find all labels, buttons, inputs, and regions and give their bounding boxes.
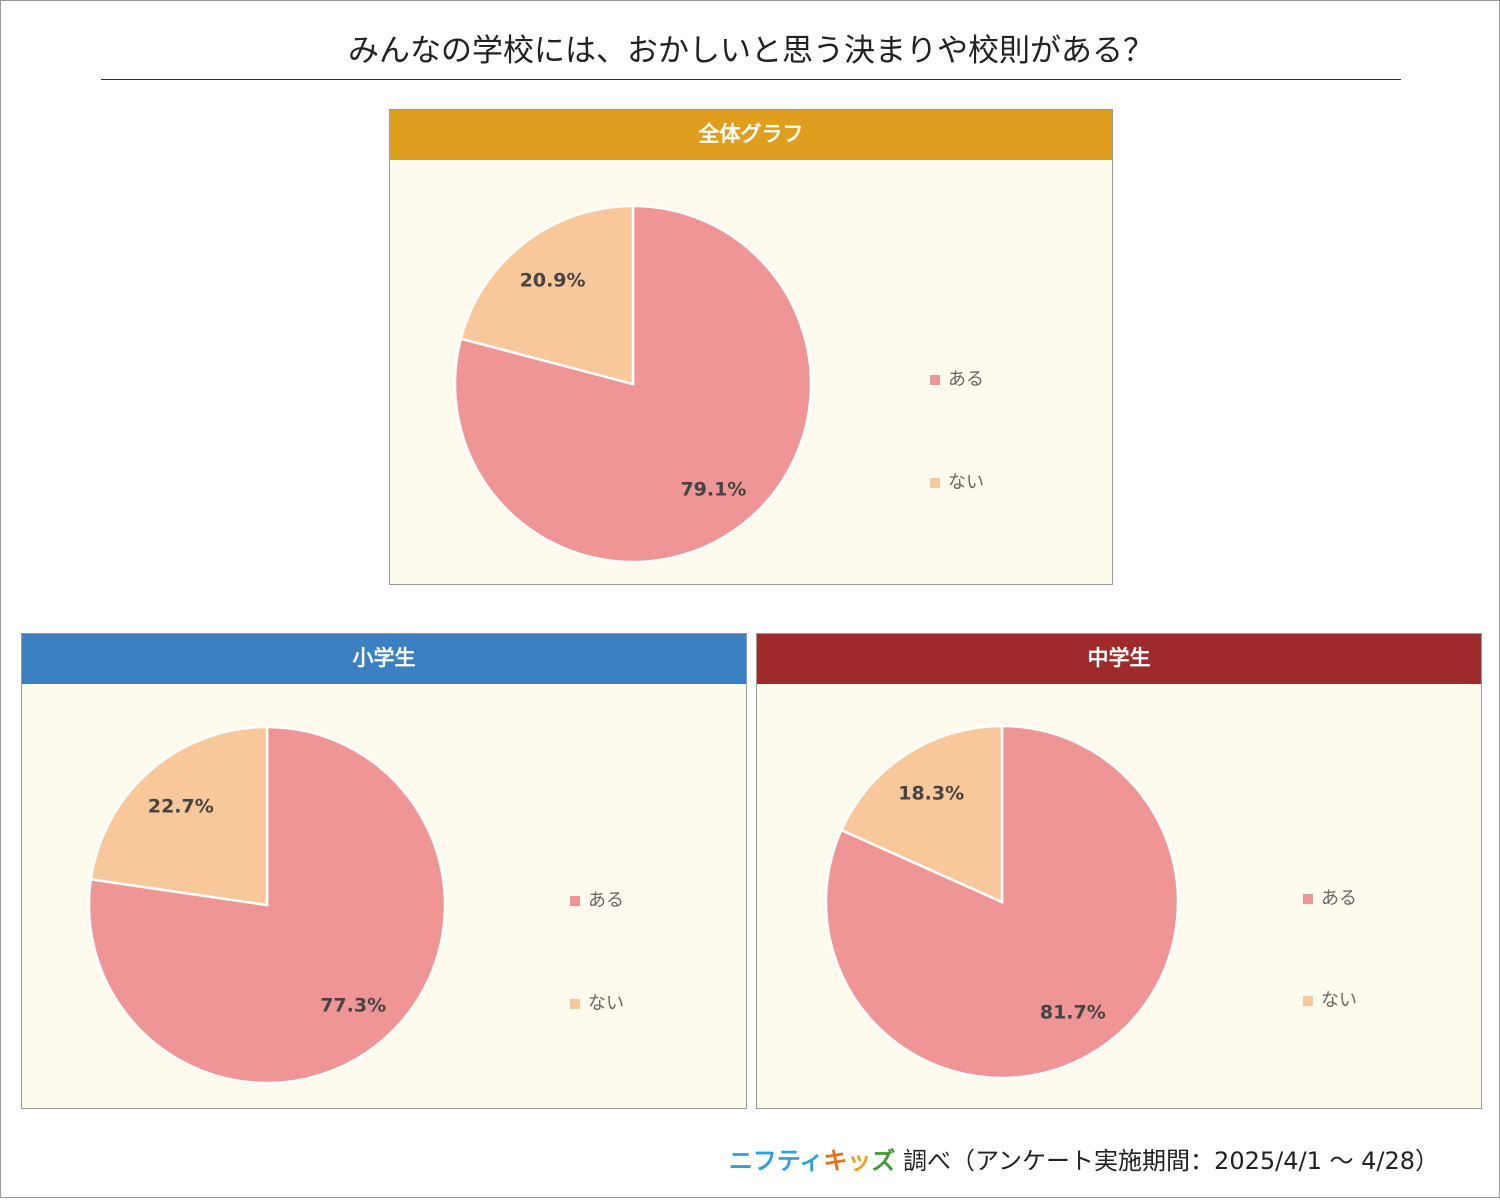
legend-label: ある bbox=[1321, 888, 1357, 909]
logo-char: ズ bbox=[871, 1147, 896, 1175]
pie-slice-ある bbox=[453, 204, 813, 564]
legend-label: ない bbox=[588, 993, 624, 1014]
survey-period: 調べ（アンケート実施期間：2025/4/1 ～ 4/28） bbox=[903, 1147, 1439, 1175]
data-label: 18.3% bbox=[898, 783, 964, 805]
logo-nifty: ニフティ bbox=[728, 1147, 824, 1175]
data-label: 81.7% bbox=[1040, 1001, 1106, 1023]
chart-header: 中学生 bbox=[757, 634, 1481, 684]
legend-label: ない bbox=[948, 472, 984, 493]
legend-item: ある bbox=[570, 886, 624, 912]
legend-label: ある bbox=[948, 369, 984, 390]
logo-char: ッ bbox=[847, 1147, 872, 1175]
data-label: 79.1% bbox=[680, 478, 746, 500]
footer-credit: ニフティキッズ 調べ（アンケート実施期間：2025/4/1 ～ 4/28） bbox=[729, 1141, 1439, 1176]
legend-swatch bbox=[570, 999, 580, 1009]
legend-swatch bbox=[570, 896, 580, 906]
legend-item: ある bbox=[1303, 884, 1357, 910]
junior-high-chart-panel: 中学生 81.7% 18.3% あるない bbox=[756, 633, 1482, 1109]
pie-slice-ない bbox=[89, 725, 269, 907]
data-label: 77.3% bbox=[320, 995, 386, 1017]
page-title: みんなの学校には、おかしいと思う決まりや校則がある？ bbox=[348, 33, 1154, 69]
legend-label: ある bbox=[588, 890, 624, 911]
legend-item: ない bbox=[930, 468, 984, 494]
legend-item: ない bbox=[570, 989, 624, 1015]
title-divider bbox=[101, 79, 1401, 80]
overall-chart-panel: 全体グラフ 79.1% 20.9% あるない bbox=[389, 109, 1113, 585]
legend-swatch bbox=[930, 375, 940, 385]
legend-item: ある bbox=[930, 365, 984, 391]
data-label: 20.9% bbox=[520, 270, 586, 292]
legend-swatch bbox=[1303, 894, 1313, 904]
legend-label: ない bbox=[1321, 990, 1357, 1011]
chart-header: 全体グラフ bbox=[390, 110, 1112, 160]
chart-header: 小学生 bbox=[22, 634, 746, 684]
pie-slice-ない bbox=[459, 204, 635, 386]
pie-chart: 77.3% 22.7% bbox=[87, 725, 447, 1085]
legend-item: ない bbox=[1303, 986, 1357, 1012]
pie-chart: 81.7% 18.3% bbox=[824, 724, 1180, 1080]
logo-kids: キッズ bbox=[823, 1147, 895, 1175]
pie-slice-ない bbox=[839, 724, 1004, 904]
legend-swatch bbox=[1303, 996, 1313, 1006]
elementary-chart-panel: 小学生 77.3% 22.7% あるない bbox=[21, 633, 747, 1109]
pie-chart: 79.1% 20.9% bbox=[453, 204, 813, 564]
data-label: 22.7% bbox=[148, 795, 214, 817]
logo-char: キ bbox=[823, 1147, 848, 1175]
legend-swatch bbox=[930, 478, 940, 488]
